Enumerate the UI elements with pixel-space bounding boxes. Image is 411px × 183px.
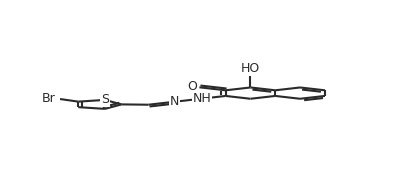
Text: Br: Br <box>42 92 55 105</box>
Text: NH: NH <box>193 92 212 105</box>
Text: O: O <box>187 80 196 93</box>
Text: N: N <box>170 95 180 108</box>
Text: HO: HO <box>241 62 260 75</box>
Text: S: S <box>101 93 109 107</box>
